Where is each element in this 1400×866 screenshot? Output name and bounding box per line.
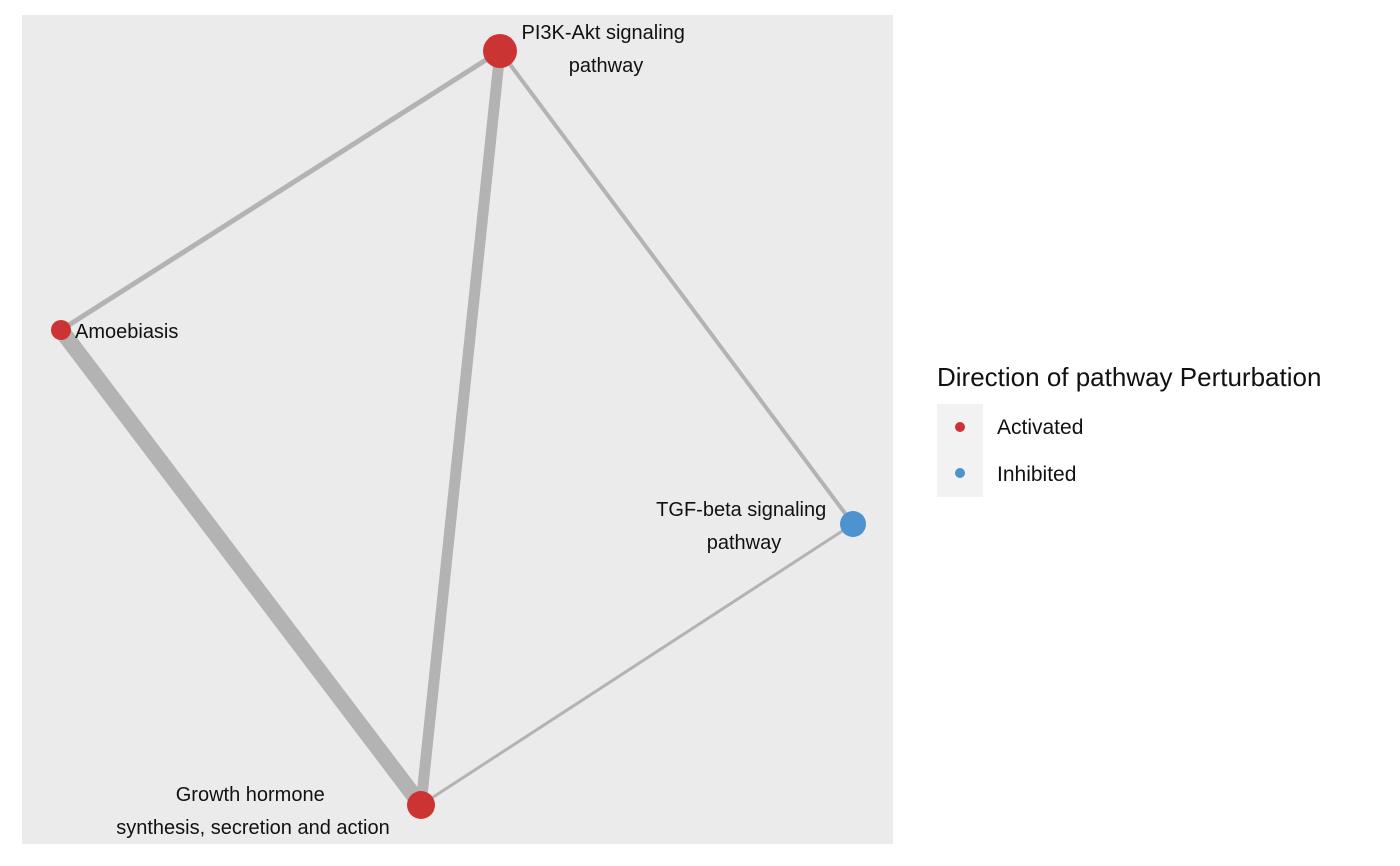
network-edges [54,48,855,810]
node-label-pi3k: PI3K-Akt signaling pathway [522,22,691,77]
node-label-tgf-line-1: TGF-beta signaling [656,499,826,521]
node-label-growth: Growth hormone synthesis, secretion and … [116,784,390,839]
edge-pi3k-tgf [498,49,855,526]
legend-key-background [937,404,983,497]
legend-key-inhibited [955,468,965,478]
edge-pi3k-growth [415,50,506,806]
node-label-amoebiasis: Amoebiasis [75,321,178,343]
node-pi3k [483,34,517,68]
edge-pi3k-amoebiasis [59,48,502,333]
legend-key-activated [955,422,965,432]
node-label-pi3k-line-2: pathway [569,55,644,77]
legend-label-activated: Activated [997,416,1083,439]
legend-title: Direction of pathway Perturbation [937,362,1321,392]
node-amoebiasis [51,320,71,340]
node-label-tgf-line-2: pathway [707,532,782,554]
node-label-tgf: TGF-beta signaling pathway [656,499,832,554]
network-nodes [51,34,866,819]
legend-label-inhibited: Inhibited [997,463,1076,486]
legend: Direction of pathway Perturbation Activa… [937,362,1321,497]
node-label-growth-line-1: Growth hormone [176,784,325,806]
node-growth [407,791,435,819]
node-label-growth-line-2: synthesis, secretion and action [116,817,390,839]
node-tgf [840,511,866,537]
edge-tgf-growth [420,522,854,807]
node-label-pi3k-line-1: PI3K-Akt signaling [522,22,685,44]
node-labels: PI3K-Akt signaling pathway Amoebiasis TG… [75,22,832,839]
edge-amoebiasis-growth [54,325,428,810]
node-label-amoebiasis-line-1: Amoebiasis [75,321,178,343]
